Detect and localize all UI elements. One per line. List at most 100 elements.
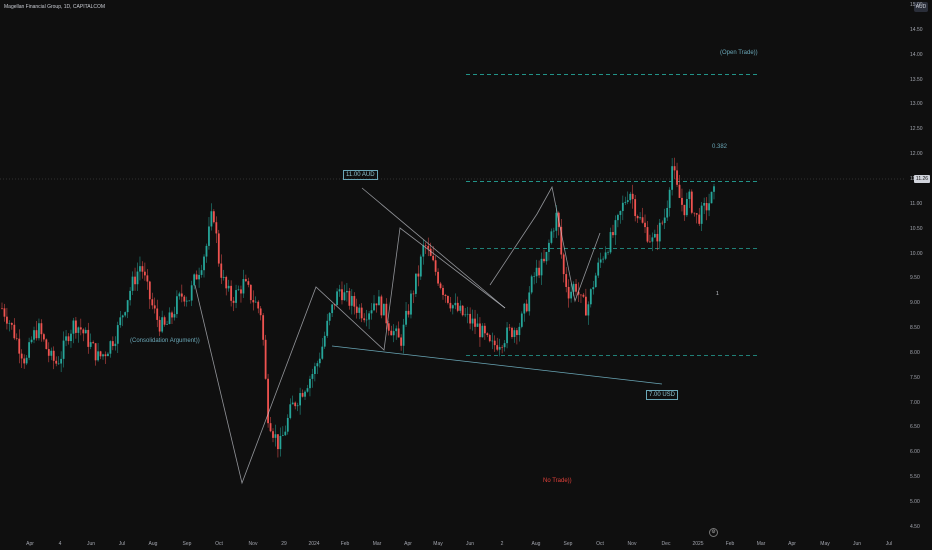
candle-body — [555, 212, 558, 231]
price-tick-label: 8.00 — [910, 349, 920, 356]
price-tick-label: 12.00 — [910, 151, 923, 158]
candle-body — [158, 319, 161, 332]
candle-body — [486, 333, 489, 336]
time-tick-label: Jun — [86, 541, 96, 547]
candle-body — [353, 296, 356, 307]
candle-body — [424, 245, 427, 246]
candle-body — [309, 378, 311, 389]
candle-body — [663, 217, 666, 224]
candle-body — [639, 217, 641, 219]
candle-body — [651, 237, 654, 242]
candle-body — [609, 232, 612, 253]
candle-body — [400, 337, 403, 346]
candle-body — [77, 327, 80, 333]
candle-body — [126, 300, 129, 313]
candle-body — [387, 323, 390, 331]
candle-body — [212, 211, 215, 223]
price-tick-label: 7.50 — [910, 374, 920, 381]
price-tick-label: 11.00 — [910, 200, 923, 207]
candle-body — [397, 328, 400, 338]
candle-body — [146, 275, 149, 282]
candle-body — [1, 308, 3, 309]
candle-body — [417, 273, 420, 277]
currency-button[interactable]: AUD — [914, 2, 928, 12]
candle-body — [267, 378, 269, 424]
candle-body — [121, 315, 124, 318]
candle-body — [419, 256, 422, 277]
price-tick-label: 13.50 — [910, 76, 923, 83]
candle-body — [513, 330, 516, 337]
candle-body — [493, 340, 496, 346]
candle-body — [109, 341, 112, 354]
time-tick-label: Mar — [756, 541, 766, 547]
candle-body — [195, 274, 198, 280]
candle-body — [442, 287, 444, 295]
candle-body — [257, 301, 260, 309]
candle-body — [87, 329, 90, 347]
candle-body — [703, 202, 706, 206]
candle-body — [432, 255, 435, 261]
candle-body — [617, 214, 619, 221]
candle-body — [188, 300, 191, 302]
candle-body — [444, 294, 447, 296]
candle-body — [572, 283, 575, 292]
candle-body — [461, 305, 464, 316]
time-tick-label: 29 — [281, 541, 287, 547]
candle-body — [232, 300, 235, 303]
candle-body — [62, 340, 65, 359]
current-price-tag: 11.26 — [914, 175, 930, 183]
candle-body — [176, 296, 178, 315]
candle-body — [589, 289, 592, 305]
candle-body — [326, 320, 329, 336]
candle-body — [84, 329, 87, 334]
candle-body — [18, 338, 21, 354]
candle-body — [296, 405, 299, 407]
candle-body — [644, 222, 646, 228]
candle-body — [658, 222, 661, 242]
candle-body — [6, 316, 8, 324]
candle-body — [474, 318, 476, 327]
candle-body — [565, 274, 568, 287]
candle-body — [346, 290, 348, 293]
time-tick-label: Nov — [248, 541, 258, 547]
candle-body — [713, 186, 715, 192]
candle-body — [141, 266, 144, 272]
candle-body — [530, 276, 533, 293]
candle-body — [55, 360, 58, 364]
candle-body — [434, 260, 437, 272]
candle-body — [464, 314, 467, 316]
candle-body — [690, 191, 693, 213]
candle-body — [597, 262, 600, 276]
candle-body — [343, 292, 346, 301]
settings-gear-icon[interactable]: ⚙ — [709, 528, 718, 537]
candle-body — [653, 233, 656, 238]
candle-body — [40, 323, 43, 335]
candle-body — [67, 336, 70, 342]
candle-body — [488, 335, 491, 342]
candle-body — [516, 330, 518, 336]
candle-body — [220, 263, 223, 278]
open-trade-label: (Open Trade)) — [720, 50, 758, 56]
price-axis[interactable]: 15.0014.5014.0013.5013.0012.5012.0011.50… — [906, 0, 932, 550]
usd-price-box: 7.00 USD — [646, 390, 679, 400]
candle-body — [592, 287, 595, 290]
support-trendline — [331, 345, 663, 385]
price-chart[interactable] — [0, 0, 906, 550]
candle-body — [580, 294, 582, 296]
candle-body — [439, 283, 442, 288]
price-tick-label: 9.50 — [910, 275, 920, 282]
candle-body — [200, 270, 203, 275]
time-tick-label: May — [820, 541, 830, 547]
time-tick-label: Dec — [661, 541, 671, 547]
price-tick-label: 7.00 — [910, 399, 920, 406]
candle-body — [649, 241, 651, 243]
price-tick-label: 8.50 — [910, 325, 920, 332]
candle-body — [469, 313, 471, 324]
price-tick-label: 12.50 — [910, 126, 923, 133]
candle-body — [673, 166, 676, 171]
candle-body — [242, 279, 245, 294]
candle-body — [313, 366, 316, 375]
candle-body — [94, 343, 97, 361]
candle-body — [114, 343, 117, 347]
candle-body — [668, 189, 671, 208]
